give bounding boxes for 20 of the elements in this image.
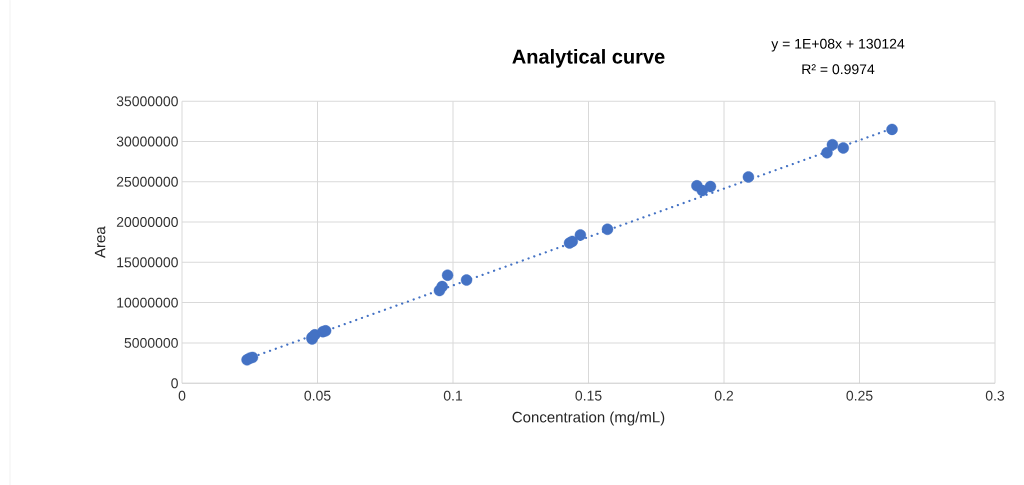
chart-title: Analytical curve xyxy=(512,48,665,68)
x-axis-title: Concentration (mg/mL) xyxy=(512,411,665,426)
text: R² = 0.9974 xyxy=(802,64,875,74)
x-tick-label: 0.05 xyxy=(304,390,331,401)
y-tick-label: 30000000 xyxy=(116,136,178,147)
y-tick-label: 35000000 xyxy=(116,96,178,106)
x-tick-label: 0.2 xyxy=(714,390,734,401)
x-tick-label: 0.1 xyxy=(443,390,463,401)
x-tick-label: 0 xyxy=(178,390,186,401)
text: y = 1E+08x + 130124 xyxy=(771,38,905,52)
y-tick-label: 0 xyxy=(171,378,178,388)
y-tick-label: 10000000 xyxy=(117,297,178,308)
y-tick-label: 5000000 xyxy=(124,337,178,348)
x-tick-label: 0.3 xyxy=(985,390,1005,401)
x-tick-label: 0.15 xyxy=(575,390,602,401)
y-tick-label: 20000000 xyxy=(116,216,178,227)
y-axis-title: Area xyxy=(94,226,106,258)
y-tick-label: 25000000 xyxy=(116,176,178,187)
y-tick-label: 15000000 xyxy=(117,257,178,268)
x-tick-label: 0.25 xyxy=(846,390,873,401)
